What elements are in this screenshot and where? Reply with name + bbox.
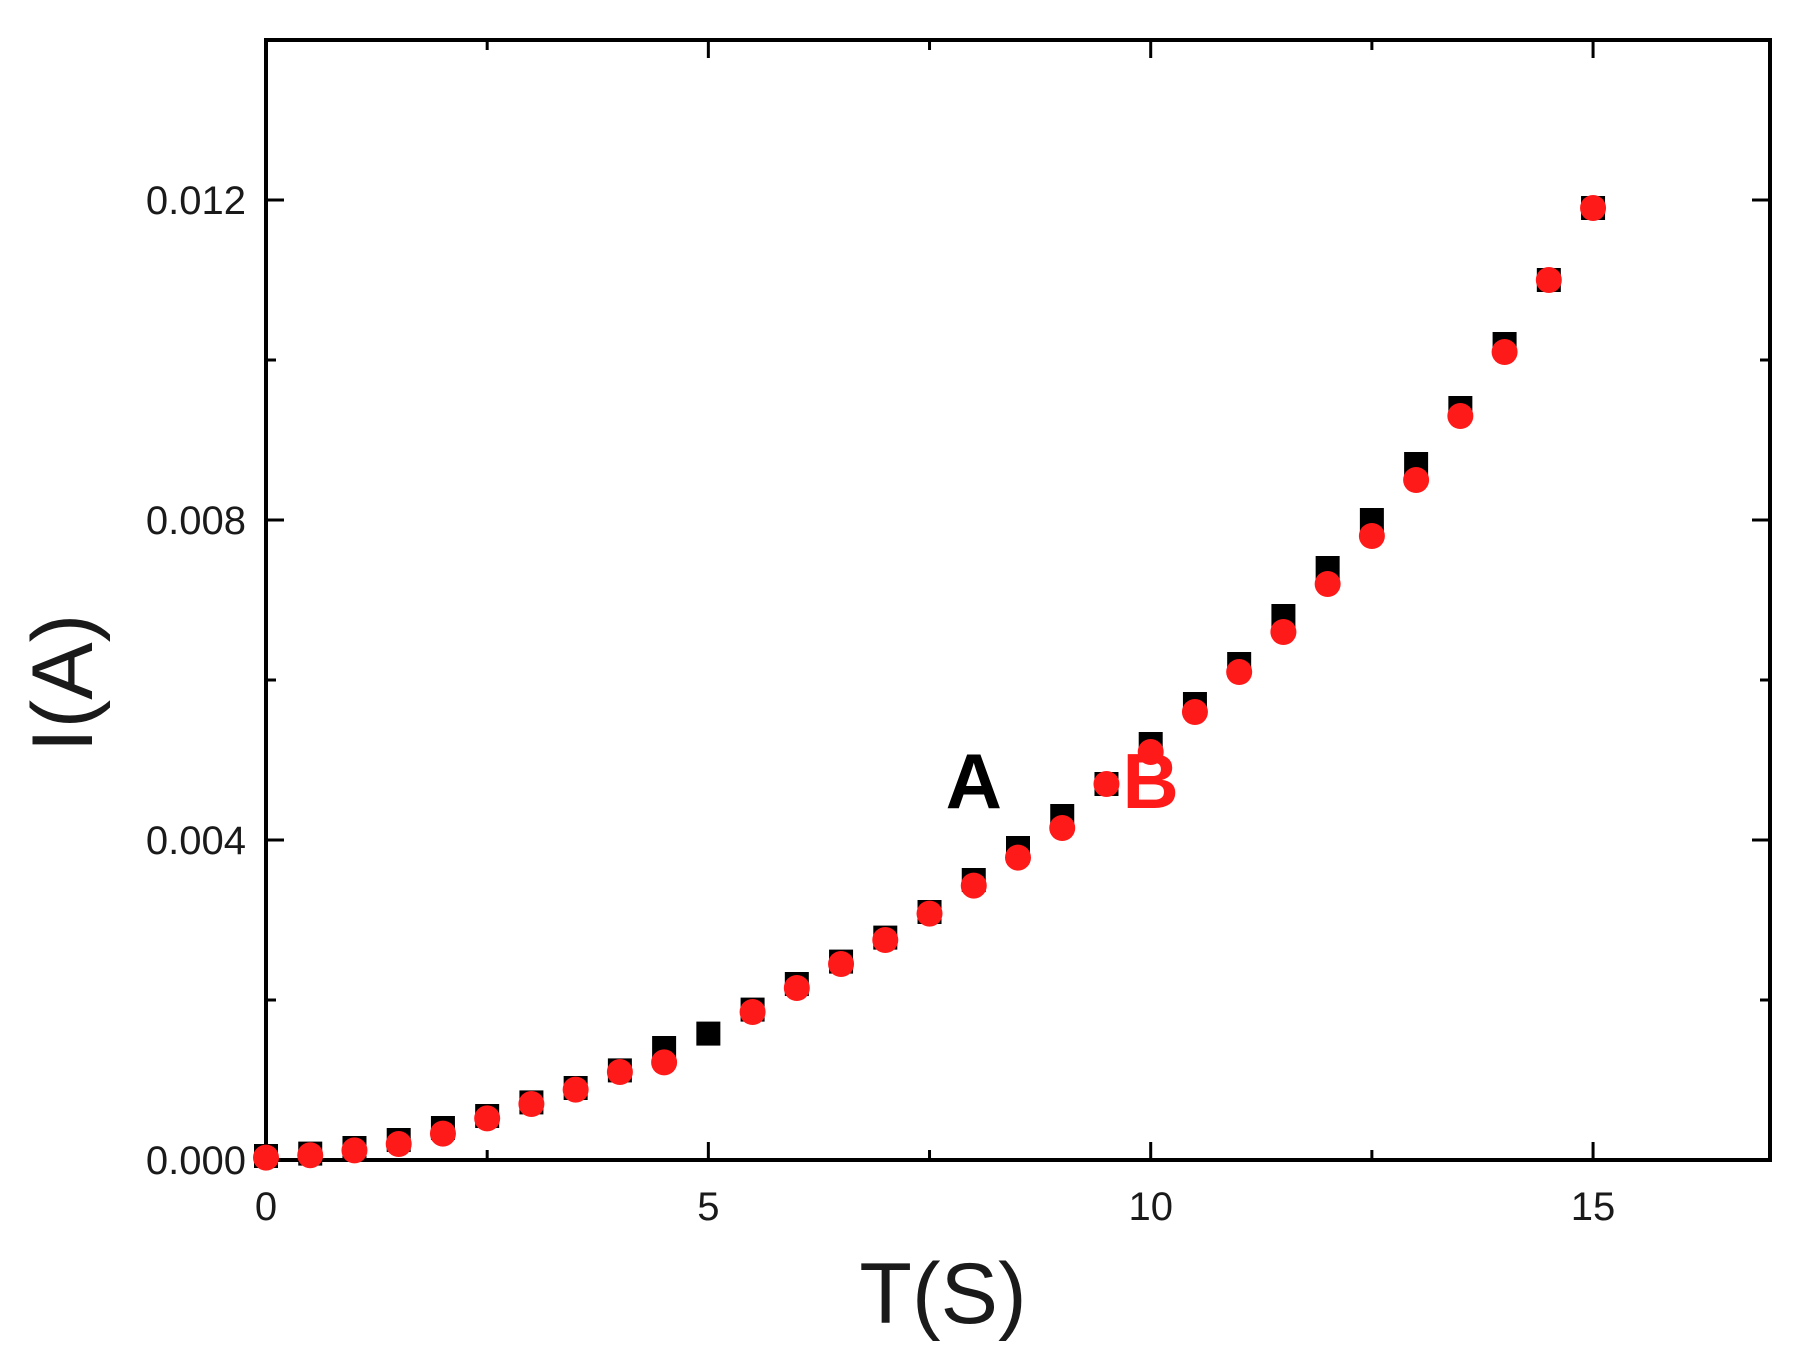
series-b-circle-point	[1181, 699, 1208, 725]
plot-frame	[264, 38, 1772, 1162]
x-axis-title: T(S)	[859, 1246, 1026, 1342]
x-tick-label: 5	[697, 1185, 719, 1229]
axis-tick-labels: 0 5 10 15 0.000 0.004 0.008 0.012	[146, 179, 1615, 1229]
x-tick-label: 0	[255, 1185, 277, 1229]
series-b-circle-point	[960, 872, 987, 899]
series-a-square-point	[696, 1021, 721, 1046]
series-b-circle-point	[341, 1137, 368, 1164]
series-b-circle-point	[739, 999, 766, 1025]
series-b-circle-point	[1580, 195, 1607, 221]
annotation-a-label: A	[946, 737, 1002, 825]
x-tick-label: 15	[1571, 1185, 1616, 1229]
series-b-circle-point	[1403, 467, 1430, 493]
series-b-circle-point	[916, 900, 943, 927]
data-series	[253, 195, 1607, 1171]
y-tick-label: 0.000	[146, 1139, 246, 1183]
series-b-circle-point	[1005, 844, 1031, 871]
annotation-b-label: B	[1123, 737, 1179, 825]
series-b-circle-point	[651, 1049, 678, 1076]
series-b-circle-point	[1447, 403, 1474, 429]
series-b-circle-point	[385, 1131, 412, 1157]
series-b-circle-point	[253, 1144, 279, 1171]
y-tick-label: 0.012	[146, 179, 246, 223]
series-b-circle-point	[1049, 815, 1076, 841]
series-b-circle-point	[606, 1059, 633, 1085]
series-b-circle-point	[1226, 659, 1253, 685]
series-b-circle-point	[872, 927, 899, 953]
series-b-circle-point	[518, 1091, 545, 1117]
x-tick-label: 10	[1128, 1185, 1173, 1229]
series-b-circle-point	[429, 1120, 456, 1147]
y-tick-label: 0.004	[146, 819, 246, 863]
series-b-circle-point	[562, 1076, 589, 1103]
y-tick-label: 0.008	[146, 499, 246, 543]
series-b-circle-point	[828, 951, 855, 977]
series-b-circle-point	[783, 975, 810, 1001]
series-b-circle-point	[1358, 523, 1385, 549]
series-b-circle-point	[1314, 571, 1341, 597]
series-b-circle-point	[297, 1142, 324, 1169]
series-b-circle-point	[474, 1105, 501, 1132]
y-axis-title: I(A)	[15, 614, 111, 753]
series-b-circle-point	[1535, 267, 1562, 293]
series-b-circle-point	[1270, 619, 1297, 645]
series-b-circle-point	[1093, 771, 1120, 797]
series-b-circle-point	[1491, 339, 1518, 365]
series-b-circle-point	[1137, 739, 1164, 765]
